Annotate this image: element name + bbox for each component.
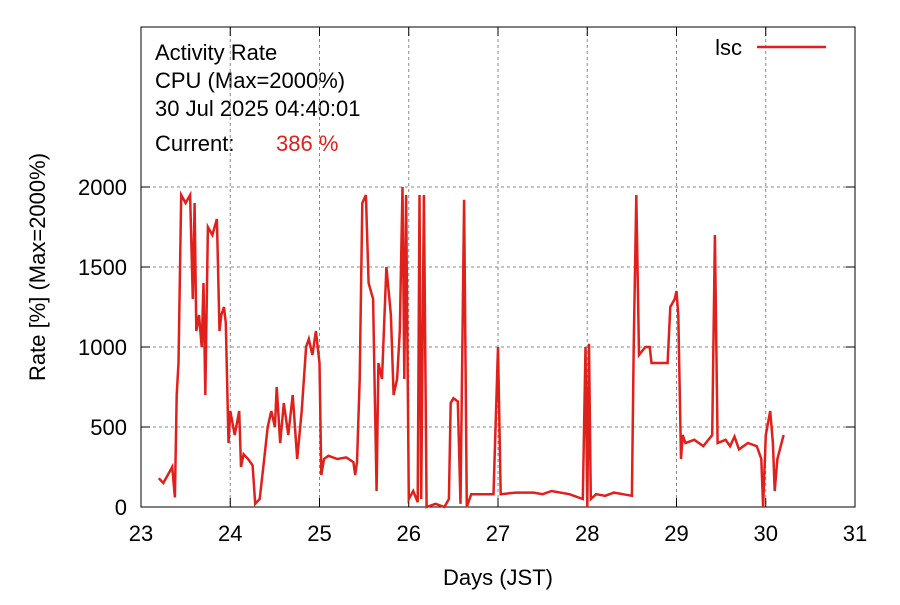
timestamp: 30 Jul 2025 04:40:01 [155,96,361,121]
plot-border [140,26,856,508]
x-tick-label: 23 [129,521,153,546]
x-tick-label: 31 [843,521,867,546]
x-tick-label: 28 [575,521,599,546]
y-tick-label: 1000 [78,335,127,360]
legend-label: lsc [715,35,742,60]
y-tick-label: 1500 [78,255,127,280]
x-tick-label: 29 [664,521,688,546]
y-tick-label: 500 [90,415,127,440]
current-label: Current: [155,131,234,156]
chart-title: Activity Rate [155,40,277,65]
data-line [157,186,785,509]
current-value: 386 % [276,131,338,156]
y-axis-label: Rate [%] (Max=2000%) [25,153,50,381]
chart-subtitle: CPU (Max=2000%) [155,68,345,93]
x-tick-label: 26 [397,521,421,546]
x-tick-label: 27 [486,521,510,546]
x-axis-label: Days (JST) [443,565,553,590]
y-tick-label: 0 [115,495,127,520]
x-tick-label: 30 [754,521,778,546]
y-tick-label: 2000 [78,175,127,200]
x-tick-label: 25 [307,521,331,546]
x-tick-label: 24 [218,521,242,546]
